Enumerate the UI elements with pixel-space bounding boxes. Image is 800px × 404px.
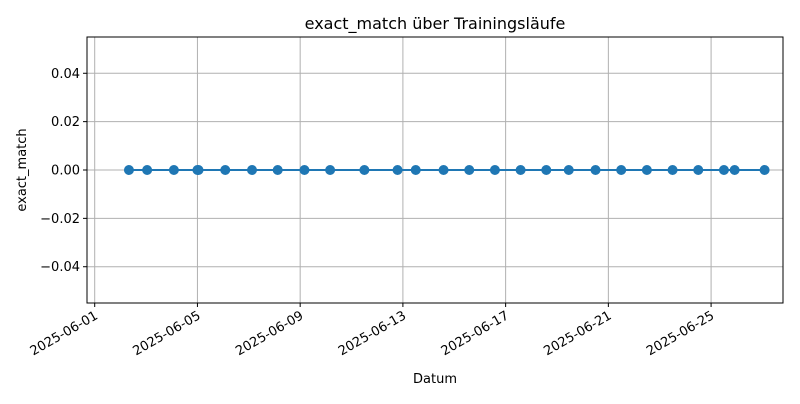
data-point xyxy=(616,165,627,175)
data-point xyxy=(410,165,421,175)
x-axis-label: Datum xyxy=(413,372,457,387)
y-axis-label: exact_match xyxy=(15,128,30,211)
data-point xyxy=(759,165,770,175)
data-point xyxy=(168,165,179,175)
data-point xyxy=(299,165,310,175)
data-point xyxy=(541,165,552,175)
y-tick-label: −0.04 xyxy=(40,260,80,275)
data-point xyxy=(563,165,574,175)
y-tick-label: 0.02 xyxy=(51,115,80,130)
data-point xyxy=(667,165,678,175)
data-point xyxy=(392,165,403,175)
chart-title: exact_match über Trainingsläufe xyxy=(305,14,566,34)
data-point xyxy=(489,165,500,175)
data-point xyxy=(142,165,153,175)
y-tick-label: −0.02 xyxy=(40,212,80,227)
data-point xyxy=(729,165,740,175)
data-point xyxy=(590,165,601,175)
data-point xyxy=(693,165,704,175)
y-tick-label: 0.00 xyxy=(51,164,80,179)
data-point xyxy=(220,165,231,175)
data-point xyxy=(464,165,475,175)
data-point xyxy=(718,165,729,175)
data-point xyxy=(123,165,134,175)
data-point xyxy=(325,165,336,175)
data-point xyxy=(359,165,370,175)
y-axis-ticks: −0.04 −0.02 0.00 0.02 0.04 xyxy=(40,67,87,275)
data-point xyxy=(641,165,652,175)
y-tick-label: 0.04 xyxy=(51,67,80,82)
data-point xyxy=(438,165,449,175)
data-point xyxy=(515,165,526,175)
data-point xyxy=(247,165,258,175)
data-point xyxy=(193,165,204,175)
data-point xyxy=(272,165,283,175)
data-points xyxy=(123,165,770,175)
